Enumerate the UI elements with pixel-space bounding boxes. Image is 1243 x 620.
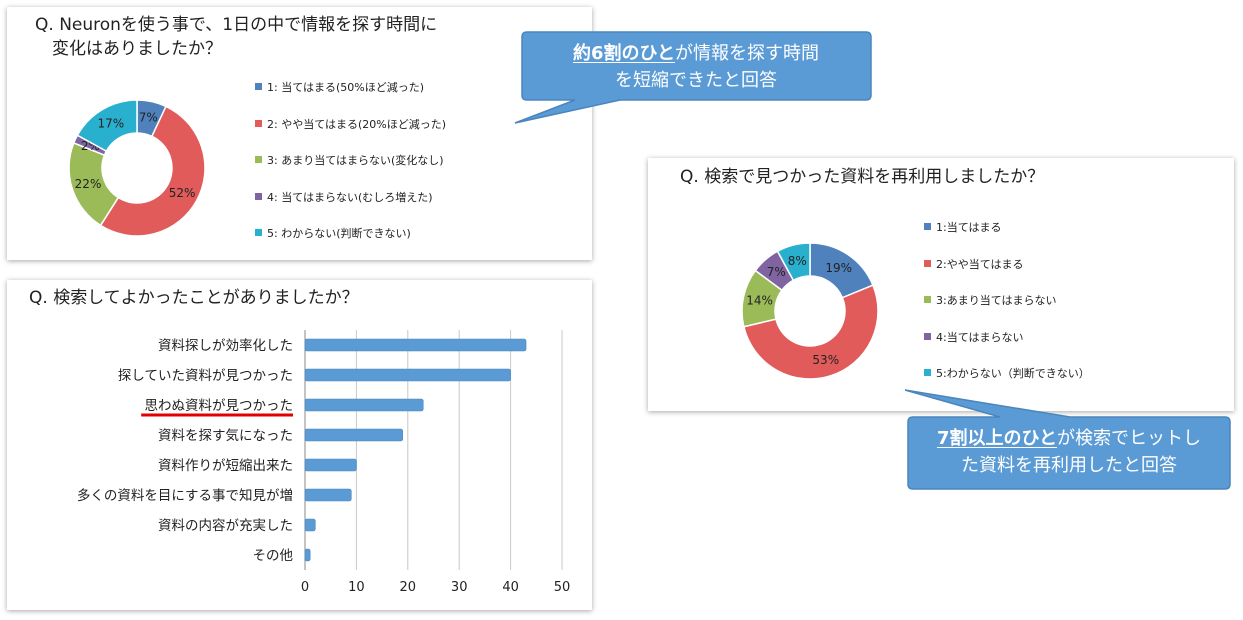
reuse-slice-2 — [742, 284, 879, 380]
legend-swatch — [924, 332, 931, 340]
callout-bubble-1 — [514, 31, 872, 124]
callout-text-2: 7割以上のひとが検索でヒットし た資料を再利用したと回答 — [937, 428, 1201, 476]
x-tick-label: 40 — [502, 580, 519, 595]
chart-title: Q. Neuronを使う事で、1日の中で情報を探す時間に 変化はありましたか？ — [35, 15, 438, 59]
reuse-slice-5 — [776, 242, 811, 282]
reuse-data-label: 7% — [767, 265, 786, 279]
reuse-legend-item: 4:当てはまらない — [924, 329, 1023, 345]
category-label: 多くの資料を目にする事で知見が増 — [77, 487, 293, 504]
bar-8 — [304, 548, 311, 562]
bar-2 — [304, 368, 511, 382]
reuse-legend-item: 1:当てはまる — [924, 219, 1001, 235]
time-change-legend-item: 4: 当てはまらない(むしろ増えた) — [255, 189, 433, 205]
legend-swatch — [924, 259, 931, 267]
bar-5 — [304, 458, 357, 472]
bar-chart-benefits: 0 10 20 30 40 50 資料探しが効率化した探していた資料が見つかった思わぬ資料が… — [77, 330, 571, 595]
donut-chart-reuse: 19% 53% 14% 7%8% — [741, 242, 879, 380]
legend-label: 5: わからない(判断できない) — [267, 227, 411, 240]
time-change-data-label: 17% — [97, 117, 124, 131]
callout-emphasis: 7割以上のひと — [937, 428, 1057, 449]
reuse-data-label: 19% — [825, 261, 852, 275]
legend-swatch — [924, 369, 931, 376]
category-label: 資料の内容が充実した — [158, 517, 293, 534]
chart-title: Q. 検索してよかったことがありましたか？ — [29, 288, 359, 308]
chart-panel-reuse: Q. 検索で見つかった資料を再利用しましたか？ 19% 53% 14% 7% 8% 1:… — [648, 158, 1234, 411]
chart-panel-benefits: Q. 検索してよかったことがありましたか？ 0 10 20 30 40 50 資料探しが効率… — [7, 280, 592, 610]
reuse-data-label: 8% — [788, 254, 807, 268]
time-change-legend-item: 3: あまり当てはまらない(変化なし) — [255, 152, 444, 168]
category-label: 資料作りが短縮出来た — [158, 458, 293, 474]
legend-label: 3: あまり当てはまらない(変化なし) — [267, 154, 444, 167]
legend-swatch — [924, 296, 931, 303]
time-change-data-label: 52% — [169, 186, 196, 200]
x-tick-label: 30 — [451, 580, 468, 595]
legend-label: 4:当てはまらない — [936, 330, 1024, 344]
legend-swatch — [255, 83, 262, 90]
callout-bubble-2 — [904, 389, 1231, 490]
time-change-slice-5 — [76, 99, 138, 153]
time-change-slice-2 — [99, 105, 206, 237]
legend-label: 5:わからない（判断できない） — [936, 367, 1090, 380]
category-label: 思わぬ資料が見つかった — [145, 398, 294, 414]
legend-swatch — [255, 229, 262, 236]
time-change-legend-item: 1: 当てはまる(50%ほど減った) — [255, 79, 424, 95]
time-change-data-label: 22% — [75, 177, 102, 191]
donut-chart-time-change: 7%52%22%2%17% — [68, 99, 206, 237]
bar-1 — [304, 338, 527, 352]
legend-label: 1: 当てはまる(50%ほど減った) — [267, 81, 425, 94]
legend-swatch — [255, 192, 262, 200]
category-label: 探していた資料が見つかった — [118, 368, 293, 384]
chart-panel-time-change: Q. Neuronを使う事で、1日の中で情報を探す時間に 変化はありましたか？ … — [7, 7, 592, 260]
legend-label: 4: 当てはまらない(むしろ増えた) — [267, 190, 433, 204]
bar-4 — [304, 428, 403, 442]
reuse-legend-item: 3:あまり当てはまらない — [924, 292, 1056, 308]
time-change-legend-item: 5: わからない(判断できない) — [255, 225, 411, 241]
bar-6 — [304, 488, 352, 502]
callout-text-1: 約6割のひとが情報を探す時間 を短縮できたと回答 — [573, 43, 819, 91]
time-change-legend-item: 2: やや当てはまる(20%ほど減った) — [255, 116, 446, 132]
legend-label: 2: やや当てはまる(20%ほど減った) — [267, 117, 447, 131]
category-label: 資料探しが効率化した — [158, 337, 293, 354]
legend-swatch — [255, 156, 262, 163]
legend-label: 1:当てはまる — [936, 221, 1002, 234]
legend-swatch — [255, 119, 262, 127]
reuse-data-label: 53% — [812, 353, 839, 367]
reuse-legend-item: 2:やや当てはまる — [924, 256, 1023, 272]
x-tick-label: 20 — [400, 580, 417, 595]
legend-swatch — [924, 223, 931, 230]
legend-label: 2:やや当てはまる — [936, 257, 1024, 271]
bar-7 — [304, 518, 316, 532]
chart-title: Q. 検索で見つかった資料を再利用しましたか？ — [680, 167, 1045, 187]
reuse-data-label: 14% — [746, 294, 773, 308]
category-label: 資料を探す気になった — [158, 428, 293, 444]
bar-3 — [304, 398, 424, 412]
reuse-legend-item: 5:わからない（判断できない） — [924, 365, 1090, 381]
callout-emphasis: 約6割のひと — [573, 43, 675, 64]
x-tick-label: 50 — [554, 580, 571, 595]
category-label: その他 — [253, 548, 294, 564]
x-tick-label: 0 — [301, 580, 309, 595]
time-change-data-label: 7% — [139, 111, 158, 125]
x-tick-label: 10 — [348, 580, 365, 595]
legend-label: 3:あまり当てはまらない — [936, 294, 1057, 307]
